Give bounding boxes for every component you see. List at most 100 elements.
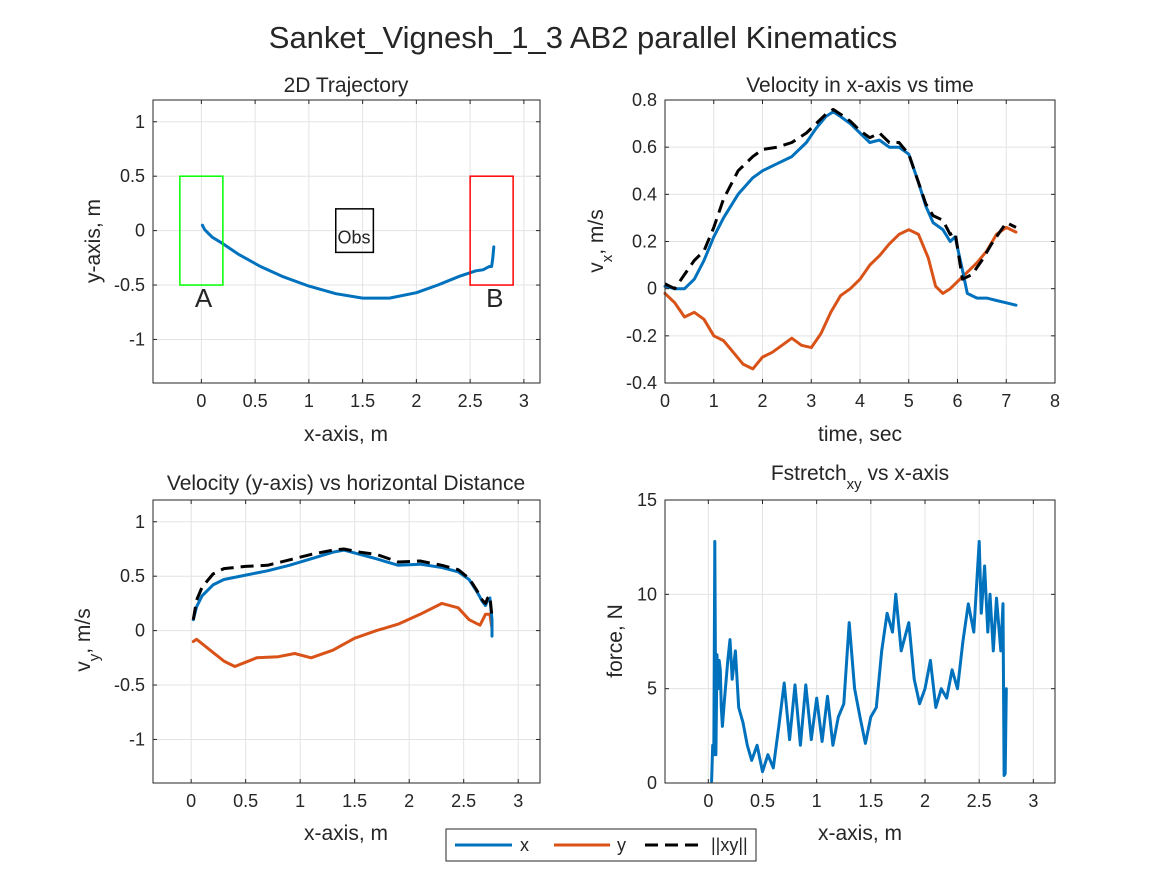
y-tick-label: 10	[637, 584, 657, 604]
x-tick-label: 2	[404, 791, 414, 811]
y-tick-label: -0.5	[114, 275, 145, 295]
x-tick-label: 4	[855, 391, 865, 411]
fstretch-series	[710, 540, 1008, 783]
x-tick-label: 2.5	[451, 791, 476, 811]
plot-trajectory: 2D Trajectory 0 0.5 1 1.5 2 2.5 3 -1 -0.5 0 0.5 1 A…	[82, 74, 541, 446]
trajectory-ticks: 0 0.5 1 1.5 2 2.5 3 -1 -0.5 0 0.5 1	[114, 100, 540, 411]
region-box-obsBox	[335, 208, 375, 254]
y-tick-label: 0.2	[632, 232, 657, 252]
legend-label-xy: ||xy||	[711, 835, 748, 855]
y-tick-label: 0.8	[632, 90, 657, 110]
y-tick-label: 0.5	[120, 166, 145, 186]
x-tick-label: 1.5	[858, 791, 883, 811]
y-tick-label: 0	[647, 279, 657, 299]
x-tick-label: 3	[519, 391, 529, 411]
series-line-x	[200, 223, 496, 300]
x-tick-label: 0.5	[233, 791, 258, 811]
plot-vx-time: Velocity in x-axis vs time 0 1 2 3 4 5 6 7 8 -0.4…	[585, 74, 1060, 446]
fstretch-ticks: 0 0.5 1 1.5 2 2.5 3 0 5 10 15	[637, 490, 1055, 811]
trajectory-ylabel: y-axis, m	[82, 199, 105, 283]
annotation-label: A	[195, 283, 213, 313]
y-tick-label: 0.5	[120, 566, 145, 586]
vx-time-title: Velocity in x-axis vs time	[746, 74, 974, 97]
fstretch-xlabel: x-axis, m	[818, 822, 902, 845]
y-tick-label: 15	[637, 490, 657, 510]
series-line-x	[663, 110, 1018, 307]
y-tick-label: 0.6	[632, 137, 657, 157]
series-line-y	[191, 601, 494, 668]
fstretch-plot-area	[665, 500, 1055, 783]
y-tick-label: 5	[647, 679, 657, 699]
vy-x-grid	[153, 500, 540, 783]
x-tick-label: 1.5	[342, 791, 367, 811]
x-tick-label: 0.5	[750, 791, 775, 811]
x-tick-label: 1	[709, 391, 719, 411]
y-tick-label: 1	[135, 512, 145, 532]
plot-vy-x: Velocity (y-axis) vs horizontal Distance…	[72, 472, 541, 845]
vy-x-title: Velocity (y-axis) vs horizontal Distance	[167, 472, 525, 495]
x-tick-label: 0	[660, 391, 670, 411]
x-tick-label: 3	[513, 791, 523, 811]
y-tick-label: -0.4	[626, 373, 657, 393]
vx-time-axes-box	[664, 99, 1056, 384]
y-tick-label: 0	[647, 773, 657, 793]
legend: x y ||xy||	[445, 828, 757, 862]
fstretch-ylabel: force, N	[604, 604, 627, 678]
x-tick-label: 2.5	[458, 391, 483, 411]
x-tick-label: 7	[1001, 391, 1011, 411]
x-tick-label: 5	[904, 391, 914, 411]
region-box-startBox	[179, 175, 224, 286]
vy-x-axes-box	[152, 499, 541, 784]
figure-suptitle: Sanket_Vignesh_1_3 AB2 parallel Kinemati…	[269, 20, 897, 55]
vx-time-xlabel: time, sec	[818, 423, 902, 446]
y-tick-label: -0.5	[114, 675, 145, 695]
series-line-xy	[191, 547, 494, 620]
trajectory-axes-box	[152, 99, 541, 384]
x-tick-label: 2	[411, 391, 421, 411]
annotation-label: B	[486, 283, 503, 313]
vy-x-series	[191, 547, 494, 668]
y-tick-label: -0.2	[626, 326, 657, 346]
vx-time-series	[663, 107, 1018, 371]
vy-x-ticks: 0 0.5 1 1.5 2 2.5 3 -1 -0.5 0 0.5 1	[114, 500, 540, 811]
trajectory-xlabel: x-axis, m	[304, 423, 388, 446]
fstretch-axes-box	[664, 499, 1056, 784]
fstretch-title: Fstretchxy vs x-axis	[771, 462, 949, 493]
trajectory-series	[200, 223, 496, 300]
vx-time-ylabel: vx, m/s	[585, 209, 616, 273]
y-tick-label: 0	[135, 221, 145, 241]
x-tick-label: 2.5	[967, 791, 992, 811]
x-tick-label: 0	[196, 391, 206, 411]
region-box-endBox	[469, 175, 514, 286]
x-tick-label: 3	[1028, 791, 1038, 811]
x-tick-label: 0	[186, 791, 196, 811]
x-tick-label: 3	[806, 391, 816, 411]
series-line-x	[710, 540, 1008, 783]
x-tick-label: 2	[757, 391, 767, 411]
vy-x-ylabel: vy, m/s	[72, 608, 103, 672]
x-tick-label: 6	[952, 391, 962, 411]
y-tick-label: 0.4	[632, 184, 657, 204]
annotation-label: Obs	[338, 227, 371, 247]
series-line-x	[191, 548, 494, 638]
x-tick-label: 2	[920, 791, 930, 811]
x-tick-label: 1.5	[350, 391, 375, 411]
y-tick-label: -1	[129, 329, 145, 349]
x-tick-label: 1	[295, 791, 305, 811]
x-tick-label: 1	[812, 791, 822, 811]
y-tick-label: 0	[135, 621, 145, 641]
trajectory-annotations: A B Obs	[179, 175, 514, 313]
trajectory-title: 2D Trajectory	[284, 74, 409, 97]
x-tick-label: 8	[1050, 391, 1060, 411]
vx-time-ticks: 0 1 2 3 4 5 6 7 8 -0.4 -0.2 0 0.2 0.4 0.6 0.8	[626, 90, 1060, 411]
y-tick-label: -1	[129, 729, 145, 749]
series-line-y	[663, 225, 1018, 371]
y-tick-label: 1	[135, 112, 145, 132]
x-tick-label: 1	[304, 391, 314, 411]
series-line-xy	[664, 107, 1017, 291]
plot-fstretch: Fstretchxy vs x-axis 0 0.5 1 1.5 2 2.5 3 0 5 10 15…	[604, 462, 1056, 845]
legend-label-x: x	[520, 835, 529, 855]
legend-label-y: y	[617, 835, 626, 855]
x-tick-label: 0	[703, 791, 713, 811]
